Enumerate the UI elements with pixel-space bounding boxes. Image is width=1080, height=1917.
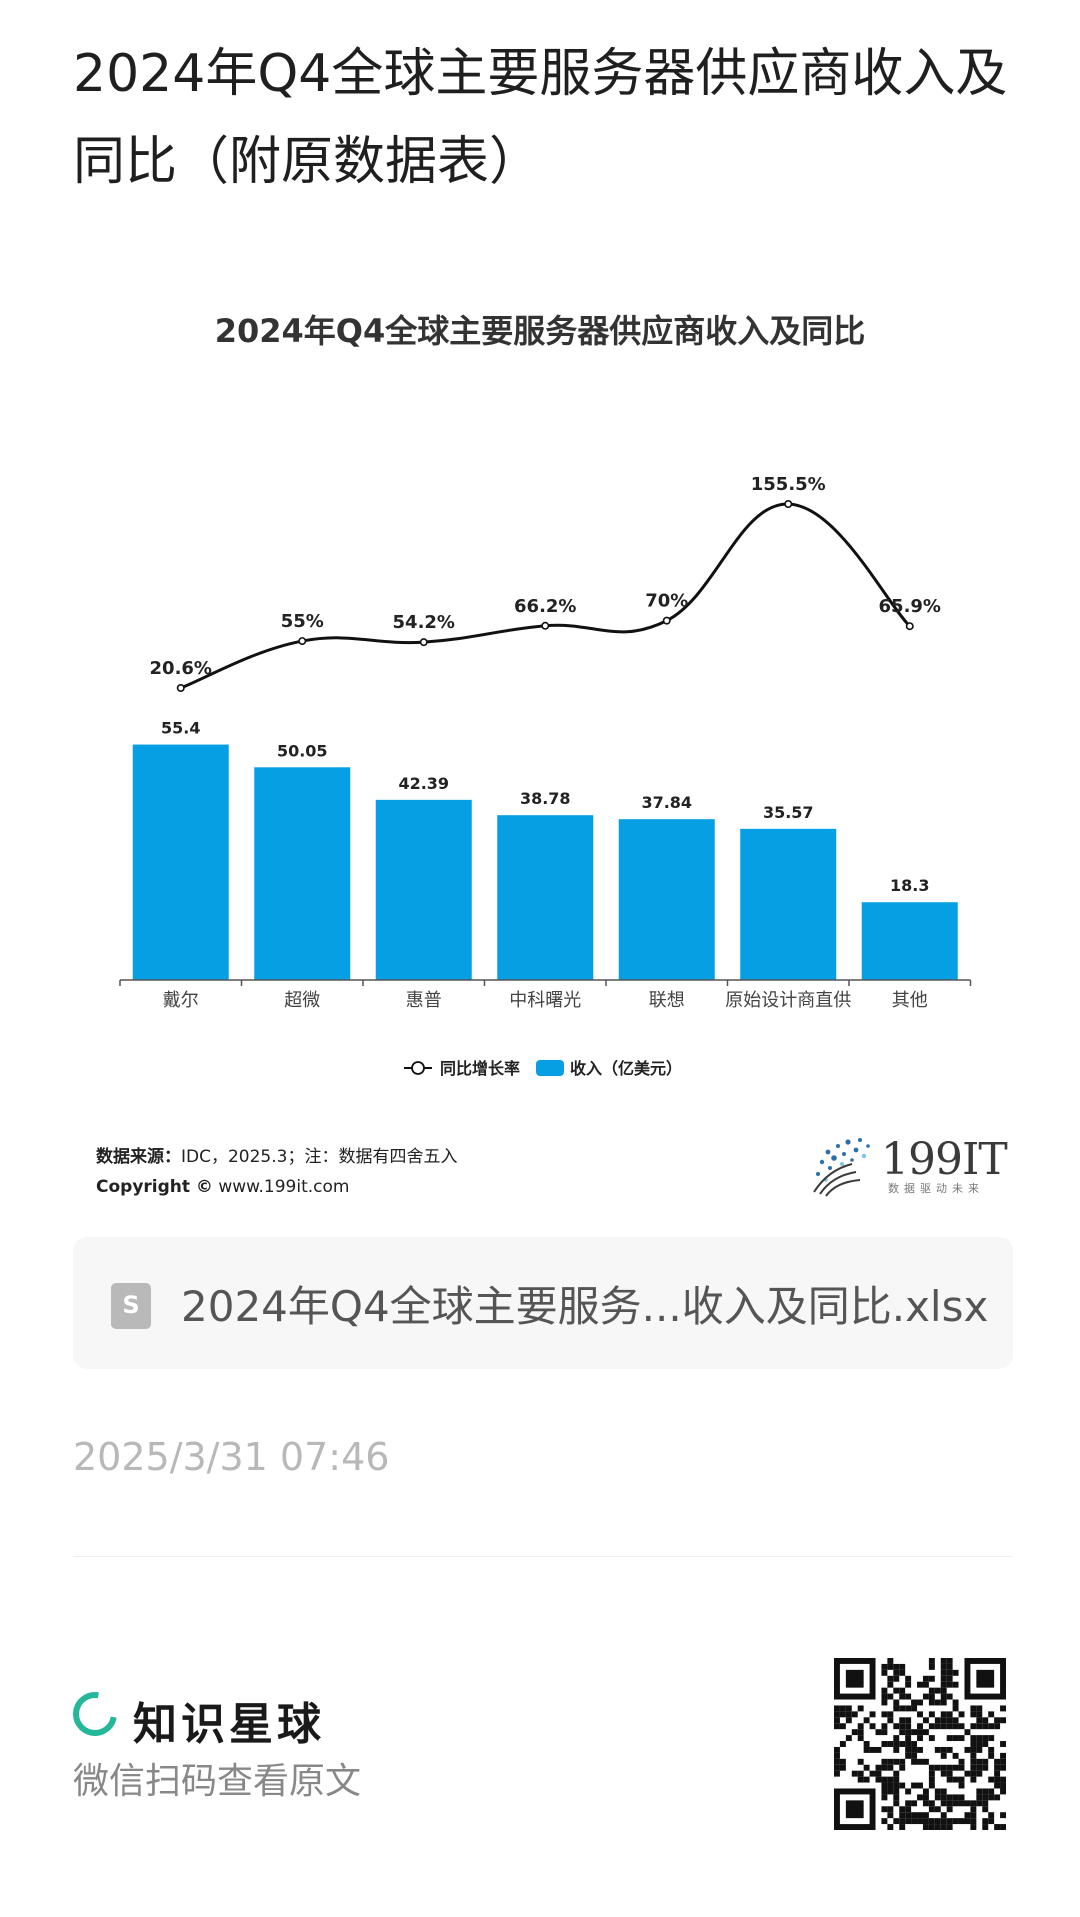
- dandelion-logo-icon: [813, 1138, 870, 1197]
- attachment-file-card[interactable]: S 2024年Q4全球主要服务...收入及同比.xlsx: [73, 1237, 1013, 1369]
- growth-value-label: 54.2%: [393, 612, 455, 633]
- legend-bar-label: 收入（亿美元）: [570, 1059, 682, 1078]
- x-tick-label: 其他: [892, 990, 928, 1011]
- copyright-label: Copyright ©: [96, 1177, 213, 1197]
- growth-value-label: 65.9%: [879, 596, 941, 617]
- combo-chart: 2024年Q4全球主要服务器供应商收入及同比 55.4 戴尔 50.05 超微 42.39…: [119, 312, 972, 1078]
- growth-point: [298, 637, 307, 646]
- bar-value-label: 42.39: [398, 774, 449, 793]
- growth-value-label: 55%: [281, 611, 324, 632]
- growth-point: [662, 616, 671, 625]
- logo-tagline: 数据驱动未来: [888, 1182, 984, 1195]
- publish-timestamp: 2025/3/31 07:46: [73, 1435, 390, 1479]
- chart-title: 2024年Q4全球主要服务器供应商收入及同比: [215, 312, 866, 350]
- growth-value-label: 66.2%: [514, 596, 576, 617]
- bar-value-label: 37.84: [641, 793, 692, 812]
- growth-value-label: 155.5%: [751, 474, 826, 495]
- divider: [73, 1556, 1013, 1557]
- scan-hint: 微信扫码查看原文: [73, 1761, 362, 1802]
- qr-code-icon[interactable]: [834, 1658, 1006, 1830]
- x-tick-label: 惠普: [406, 990, 442, 1011]
- legend-line-marker: [411, 1061, 425, 1075]
- bar: [861, 902, 958, 980]
- bar: [254, 767, 351, 980]
- x-tick-label: 原始设计商直供: [725, 990, 851, 1011]
- chart-container: 2024年Q4全球主要服务器供应商收入及同比 55.4 戴尔 50.05 超微 42.39…: [0, 290, 1080, 1210]
- bar: [497, 815, 594, 980]
- growth-point: [541, 621, 550, 630]
- page-title: 2024年Q4全球主要服务器供应商收入及同比（附原数据表）: [73, 44, 1008, 192]
- file-name: 2024年Q4全球主要服务...收入及同比.xlsx: [181, 1282, 989, 1331]
- planet-logo-icon: [64, 1683, 126, 1745]
- legend-line-label: 同比增长率: [440, 1059, 520, 1078]
- growth-value-label: 20.6%: [150, 658, 212, 679]
- growth-value-label: 70%: [645, 591, 688, 612]
- x-tick-label: 超微: [284, 990, 320, 1011]
- bar-value-label: 38.78: [520, 789, 571, 808]
- source-note: 数据来源：IDC，2025.3；注：数据有四舍五入 Copyright © ww…: [96, 1142, 457, 1202]
- growth-point: [419, 638, 428, 647]
- bar-value-label: 50.05: [277, 741, 328, 760]
- bar: [618, 819, 715, 980]
- bar: [740, 828, 837, 980]
- bar: [375, 799, 472, 980]
- bar-value-label: 18.3: [890, 876, 929, 895]
- growth-point: [784, 500, 793, 509]
- 199it-logo: 199IT 数据驱动未来: [808, 1130, 1008, 1200]
- brand-name: 知识星球: [133, 1699, 325, 1750]
- bar-value-label: 55.4: [161, 719, 200, 738]
- logo-wordmark: 199IT: [881, 1134, 1008, 1185]
- spreadsheet-file-icon: S: [111, 1283, 151, 1329]
- source-text: IDC，2025.3；注：数据有四舍五入: [181, 1147, 458, 1167]
- bar-value-label: 35.57: [763, 803, 814, 822]
- copyright-url: www.199it.com: [218, 1177, 350, 1197]
- x-tick-label: 联想: [649, 990, 685, 1011]
- growth-point: [176, 683, 185, 692]
- bar: [132, 744, 229, 980]
- x-tick-label: 中科曙光: [509, 990, 581, 1011]
- x-tick-label: 戴尔: [163, 990, 199, 1011]
- growth-point: [905, 622, 914, 631]
- source-label: 数据来源：: [96, 1147, 181, 1167]
- legend-bar-swatch: [536, 1060, 564, 1076]
